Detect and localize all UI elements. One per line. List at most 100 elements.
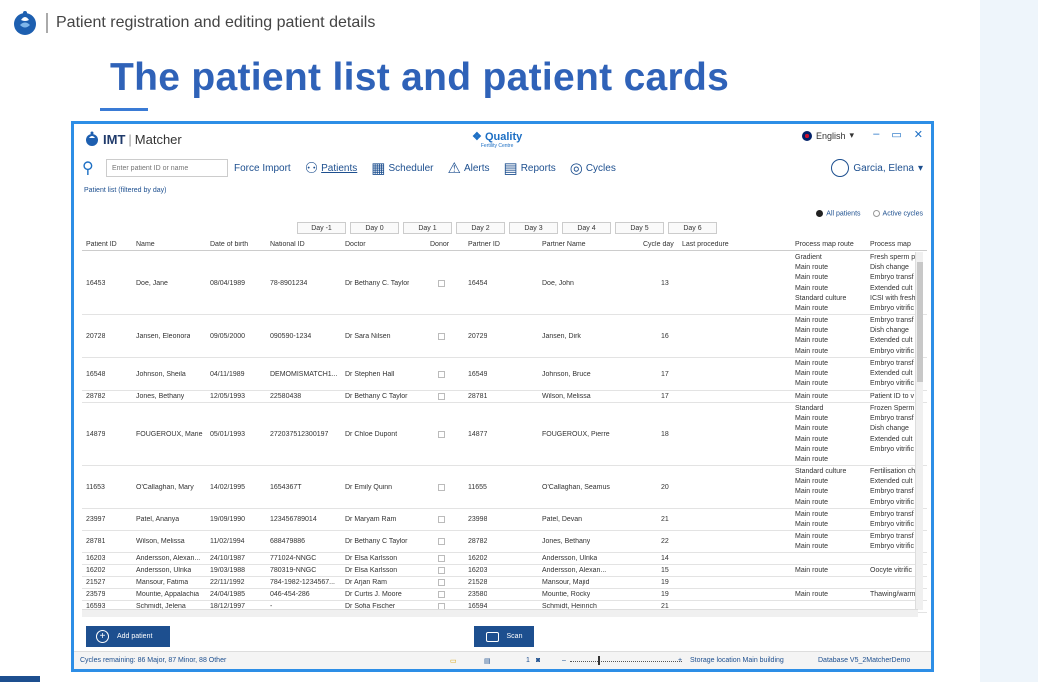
map-line: Embryo transf	[870, 533, 914, 540]
day-button[interactable]: Day 6	[668, 222, 717, 234]
column-header[interactable]: Patient ID	[86, 241, 117, 248]
side-band	[980, 0, 1038, 682]
column-header[interactable]: Process map	[870, 241, 911, 248]
donor-checkbox[interactable]	[438, 579, 445, 586]
force-import-button[interactable]: Force Import	[234, 163, 291, 174]
cell-nid: 784-1982-1234567...	[270, 579, 335, 586]
zoom-knob[interactable]	[598, 656, 600, 665]
table-row[interactable]: 21527 Mansour, Fatima 22/11/1992 784-1982-1…	[82, 577, 927, 589]
table-row[interactable]: 16203 Andersson, Alexan... 24/10/1987 77102…	[82, 553, 927, 565]
vertical-scrollbar[interactable]	[915, 252, 923, 610]
donor-checkbox[interactable]	[438, 484, 445, 491]
donor-checkbox[interactable]	[438, 371, 445, 378]
day-button[interactable]: Day 4	[562, 222, 611, 234]
filter-all-patients[interactable]: All patients	[816, 210, 861, 217]
maximize-icon[interactable]: ▭	[891, 129, 902, 141]
route-line: Main route	[795, 284, 829, 292]
folder-icon[interactable]: ▭	[450, 658, 457, 665]
cell-id: 21527	[86, 579, 106, 586]
table-row[interactable]: 16548 Johnson, Sheila 04/11/1989 DEMOMISMAT…	[82, 358, 927, 391]
donor-checkbox[interactable]	[438, 591, 445, 598]
map-line: Thawing/warm	[870, 591, 916, 598]
donor-checkbox[interactable]	[438, 333, 445, 340]
zoom-slider[interactable]	[570, 661, 682, 662]
column-header[interactable]: Process map route	[795, 241, 854, 248]
chevron-down-icon: ▾	[917, 162, 923, 174]
cell-route: Standard Main route Main route Main route Ma…	[795, 404, 828, 465]
nav-reports[interactable]: ▤ Reports	[504, 159, 556, 177]
filter-active-cycles[interactable]: Active cycles	[872, 210, 923, 217]
route-line: Main route	[795, 488, 829, 496]
donor-checkbox[interactable]	[438, 555, 445, 562]
donor-checkbox[interactable]	[438, 431, 445, 438]
camera-icon[interactable]: ◙	[536, 657, 541, 664]
brand-sub: Matcher	[134, 131, 182, 147]
donor-checkbox[interactable]	[438, 567, 445, 574]
donor-checkbox[interactable]	[438, 516, 445, 523]
nav-alerts[interactable]: ⚠ Alerts	[448, 159, 490, 177]
donor-checkbox[interactable]	[438, 393, 445, 400]
table-row[interactable]: 16453 Doe, Jane 08/04/1989 78-8901234 Dr Bet…	[82, 252, 927, 315]
title-underline	[100, 108, 148, 111]
scroll-thumb[interactable]	[917, 262, 923, 382]
nav-patients[interactable]: ⚇ Patients	[305, 159, 358, 177]
cell-pid: 11655	[468, 484, 487, 491]
cell-nid: 22580438	[270, 393, 302, 400]
scan-button[interactable]: Scan	[474, 626, 534, 647]
cell-nid: 090590-1234	[270, 333, 312, 340]
column-header[interactable]: Cycle day	[643, 241, 674, 248]
route-line: Main route	[795, 511, 829, 518]
horizontal-scrollbar[interactable]	[82, 609, 918, 617]
column-header[interactable]: Partner ID	[468, 241, 500, 248]
day-button[interactable]: Day 5	[615, 222, 664, 234]
minimize-icon[interactable]: –	[873, 128, 880, 140]
column-header[interactable]: Doctor	[345, 241, 366, 248]
search-icon[interactable]: ⚲	[82, 160, 94, 177]
donor-checkbox[interactable]	[438, 538, 445, 545]
nav-cycles[interactable]: ◎ Cycles	[570, 159, 616, 177]
cell-doctor: Dr Arjan Ram	[345, 579, 388, 586]
user-menu[interactable]: Garcia, Elena ▾	[831, 159, 923, 177]
cell-doctor: Dr Chloe Dupont	[345, 431, 398, 438]
zoom-in-icon[interactable]: +	[678, 657, 683, 664]
table-row[interactable]: 11653 O'Callaghan, Mary 14/02/1995 1654367T…	[82, 466, 927, 509]
column-header[interactable]: Date of birth	[210, 241, 249, 248]
day-button[interactable]: Day 2	[456, 222, 505, 234]
day-button[interactable]: Day -1	[297, 222, 346, 234]
nav-scheduler[interactable]: ▦ Scheduler	[371, 159, 433, 177]
cell-day: 16	[661, 333, 669, 340]
cell-id: 20728	[86, 333, 106, 340]
cell-dob: 19/09/1990	[210, 516, 246, 523]
cell-name: Andersson, Alexan...	[136, 555, 201, 562]
close-icon[interactable]: ✕	[913, 129, 923, 141]
table-row[interactable]: 28782 Jones, Bethany 12/05/1993 22580438 Dr …	[82, 391, 927, 403]
zoom-out-icon[interactable]: –	[562, 657, 566, 664]
map-line: Dish change	[870, 264, 909, 272]
cell-day: 13	[661, 280, 669, 287]
table-row[interactable]: 20728 Jansen, Eleonora 09/05/2000 090590-12…	[82, 315, 927, 358]
language-selector[interactable]: English ▾	[802, 130, 854, 141]
column-header[interactable]: Name	[136, 241, 155, 248]
table-row[interactable]: 23579 Mountie, Appalachia 24/04/1985 046-45…	[82, 589, 927, 601]
table-row[interactable]: 16202 Andersson, Ulrika 19/03/1988 780319-N…	[82, 565, 927, 577]
cell-route: Standard culture Main route Main route Main…	[795, 467, 846, 508]
donor-checkbox[interactable]	[438, 280, 445, 287]
column-header[interactable]: Donor	[430, 241, 450, 248]
day-button[interactable]: Day 0	[350, 222, 399, 234]
search-input[interactable]	[106, 159, 228, 177]
cell-doctor: Dr Bethany C Taylor	[345, 538, 408, 545]
map-line: Extended cult	[870, 337, 913, 345]
day-button[interactable]: Day 3	[509, 222, 558, 234]
cell-pid: 16202	[468, 555, 488, 562]
cell-pname: FOUGEROUX, Pierre	[542, 431, 610, 438]
table-row[interactable]: 14879 FOUGEROUX, Marie 05/01/1993 272037512…	[82, 403, 927, 466]
table-row[interactable]: 23997 Patel, Ananya 19/09/1990 123456789014…	[82, 509, 927, 531]
column-header[interactable]: Partner Name	[542, 241, 586, 248]
column-header[interactable]: Last procedure	[682, 241, 729, 248]
table-row[interactable]: 28781 Wilson, Melissa 11/02/1994 688479886 D…	[82, 531, 927, 553]
column-header[interactable]: National ID	[270, 241, 305, 248]
language-label: English	[816, 130, 846, 141]
add-patient-button[interactable]: + Add patient	[86, 626, 170, 647]
day-button[interactable]: Day 1	[403, 222, 452, 234]
edit-icon[interactable]: ▤	[484, 658, 491, 665]
